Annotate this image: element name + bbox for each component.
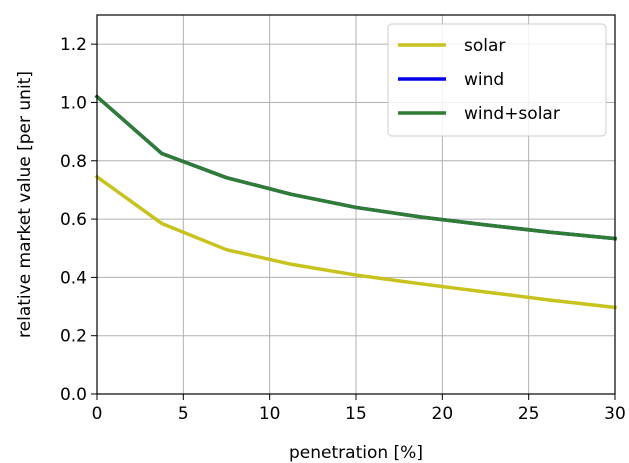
legend-label: wind+solar <box>464 104 560 124</box>
y-axis-label: relative market value [per unit] <box>15 71 35 338</box>
y-tick-label: 1.2 <box>60 35 87 55</box>
series-lines <box>94 94 617 310</box>
x-tick-label: 25 <box>518 404 540 424</box>
x-tick-label: 0 <box>92 404 103 424</box>
y-tick-label: 0.8 <box>60 152 87 172</box>
series-line-solar <box>94 174 617 310</box>
series-line-wind-solar <box>94 94 617 241</box>
y-axis-ticks: 0.0 0.2 0.4 0.6 0.8 1.0 1.2 <box>60 35 97 405</box>
y-tick-label: 0.2 <box>60 327 87 347</box>
y-tick-label: 0.4 <box>60 268 87 288</box>
x-tick-label: 5 <box>178 404 189 424</box>
x-tick-label: 20 <box>432 404 454 424</box>
legend-label: solar <box>464 36 505 56</box>
legend: solar wind wind+solar <box>387 23 607 137</box>
x-tick-label: 30 <box>604 404 626 424</box>
y-tick-label: 1.0 <box>60 93 87 113</box>
legend-label: wind <box>464 70 504 90</box>
x-axis-ticks: 0 5 10 15 20 25 30 <box>92 394 626 424</box>
x-tick-label: 10 <box>259 404 281 424</box>
y-tick-label: 0.6 <box>60 210 87 230</box>
legend-box <box>387 23 607 137</box>
y-tick-label: 0.0 <box>60 385 87 405</box>
x-axis-label: penetration [%] <box>289 443 423 463</box>
x-tick-label: 15 <box>345 404 367 424</box>
